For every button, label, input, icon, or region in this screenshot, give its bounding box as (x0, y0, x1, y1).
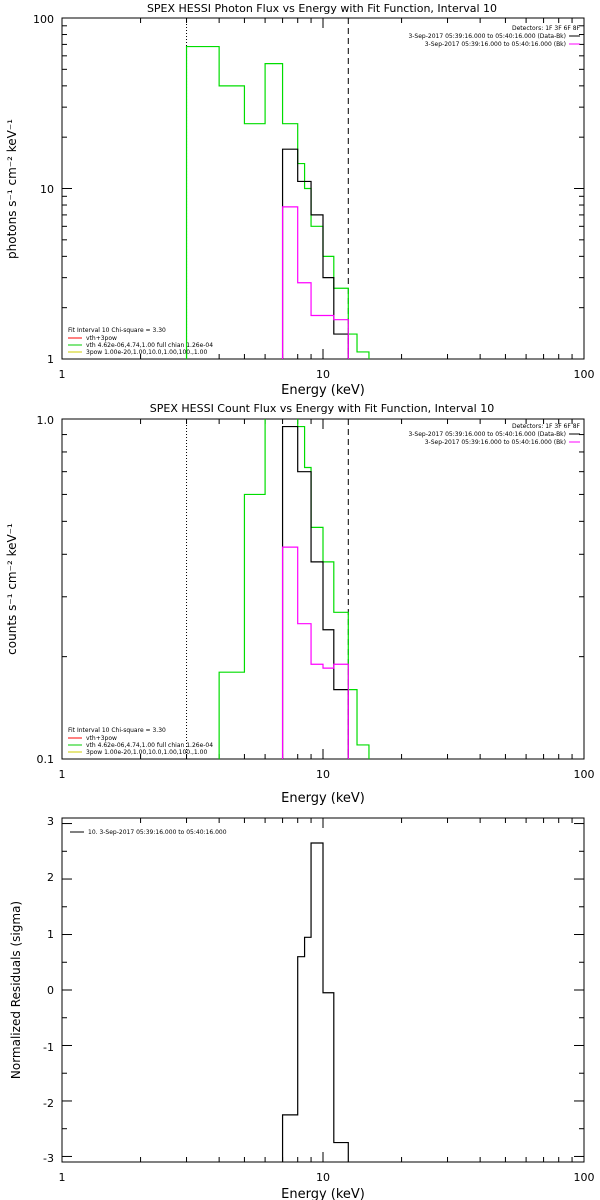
residuals-panel: 1 10 100 -3 -2 -1 0 1 2 3 Energy (keV) N… (9, 815, 595, 1200)
photon-flux-fit-chisq: Fit Interval 10 Chi-square = 3.30 (68, 327, 166, 334)
count-flux-fit-vth-label: vth 4.62e-06,4.74,1.00 full chian 1.26e-… (86, 742, 213, 749)
count-flux-fit-chisq: Fit Interval 10 Chi-square = 3.30 (68, 727, 166, 734)
series-10-3-sep-2017-05-39-16-000-to-05-40-16-0 (281, 842, 349, 1162)
residuals-x-tick-label-1: 1 (59, 1171, 66, 1184)
count-flux-panel: SPEX HESSI Count Flux vs Energy with Fit… (5, 402, 595, 806)
photon-flux-fit-vth-label: vth 4.62e-06,4.74,1.00 full chian 1.26e-… (86, 342, 213, 349)
photon-flux-x-axis-label: Energy (keV) (281, 383, 365, 398)
series-vth-4-62e-06-4-74-1-00-full-chian-1-26e- (218, 419, 370, 759)
photon-flux-legend-bk-label: 3-Sep-2017 05:39:16.000 to 05:40:16.000 … (425, 41, 566, 48)
series-3-sep-2017-05-39-16-000-to-05-40-16-000- (281, 148, 349, 359)
count-flux-x-tick-label-10: 10 (316, 768, 330, 781)
count-flux-y-ticks (62, 418, 584, 760)
residuals-y-tick-label-neg2: -2 (43, 1097, 54, 1110)
photon-flux-x-tick-label-100: 100 (574, 368, 595, 381)
count-flux-fit-vth3pow-label: vth+3pow (86, 735, 117, 742)
photon-flux-y-tick-label-1: 1 (47, 353, 54, 366)
photon-flux-legend-detectors: Detectors: 1F 3F 6F 8F (512, 25, 581, 32)
residuals-series (281, 842, 349, 1162)
residuals-legend-label: 10. 3-Sep-2017 05:39:16.000 to 05:40:16.… (88, 829, 227, 836)
residuals-y-tick-label-3: 3 (47, 815, 54, 828)
photon-flux-panel: SPEX HESSI Photon Flux vs Energy with Fi… (5, 2, 595, 398)
residuals-y-tick-label-1: 1 (47, 928, 54, 941)
count-flux-x-tick-label-100: 100 (574, 768, 595, 781)
residuals-x-tick-label-100: 100 (574, 1171, 595, 1184)
count-flux-legend-detectors: Detectors: 1F 3F 6F 8F (512, 423, 581, 430)
residuals-x-tick-label-10: 10 (316, 1171, 330, 1184)
series-vth-4-62e-06-4-74-1-00-full-chian-1-26e- (185, 45, 370, 359)
residuals-x-axis-label: Energy (keV) (281, 1187, 365, 1200)
residuals-y-axis-label: Normalized Residuals (sigma) (9, 901, 23, 1079)
photon-flux-y-axis-label: photons s⁻¹ cm⁻² keV⁻¹ (5, 119, 19, 259)
residuals-y-tick-label-neg3: -3 (43, 1152, 54, 1165)
series-3-sep-2017-05-39-16-000-to-05-40-16-000- (281, 206, 349, 359)
photon-flux-fit-3pow-label: 3pow 1.00e-20,1.00,10.0,1.00,100.,1.00 (86, 349, 207, 356)
photon-flux-x-tick-label-1: 1 (59, 368, 66, 381)
series-3-sep-2017-05-39-16-000-to-05-40-16-000- (281, 425, 349, 759)
count-flux-x-tick-label-1: 1 (59, 768, 66, 781)
count-flux-legend: Detectors: 1F 3F 6F 8F 3-Sep-2017 05:39:… (408, 423, 580, 446)
photon-flux-legend-data-label: 3-Sep-2017 05:39:16.000 to 05:40:16.000 … (408, 33, 566, 40)
count-flux-fit-info: Fit Interval 10 Chi-square = 3.30 vth+3p… (68, 727, 213, 756)
photon-flux-series (185, 45, 370, 359)
photon-flux-y-tick-label-100: 100 (33, 13, 54, 26)
photon-flux-title: SPEX HESSI Photon Flux vs Energy with Fi… (147, 2, 497, 15)
count-flux-legend-data-label: 3-Sep-2017 05:39:16.000 to 05:40:16.000 … (408, 431, 566, 438)
photon-flux-x-tick-label-10: 10 (316, 368, 330, 381)
photon-flux-x-ticks (140, 18, 573, 359)
count-flux-y-tick-label-0-1: 0.1 (37, 753, 55, 766)
count-flux-energy-range-markers (186, 419, 349, 759)
residuals-y-tick-label-neg1: -1 (43, 1041, 54, 1054)
photon-flux-fit-vth3pow-label: vth+3pow (86, 335, 117, 342)
residuals-y-ticks (62, 823, 584, 1157)
count-flux-x-ticks (140, 419, 573, 759)
count-flux-legend-bk-label: 3-Sep-2017 05:39:16.000 to 05:40:16.000 … (425, 439, 566, 446)
photon-flux-plot-frame (61, 17, 585, 360)
photon-flux-y-ticks (62, 17, 584, 360)
count-flux-x-axis-label: Energy (keV) (281, 791, 365, 806)
series-3-sep-2017-05-39-16-000-to-05-40-16-000- (281, 546, 349, 759)
residuals-y-tick-label-2: 2 (47, 871, 54, 884)
photon-flux-legend: Detectors: 1F 3F 6F 8F 3-Sep-2017 05:39:… (408, 25, 580, 48)
residuals-x-ticks (140, 818, 573, 1162)
photon-flux-fit-info: Fit Interval 10 Chi-square = 3.30 vth+3p… (68, 327, 213, 356)
count-flux-fit-3pow-label: 3pow 1.00e-20,1.00,10.0,1.00,100.,1.00 (86, 749, 207, 756)
count-flux-y-axis-label: counts s⁻¹ cm⁻² keV⁻¹ (5, 523, 19, 655)
photon-flux-y-tick-label-10: 10 (40, 183, 54, 196)
photon-flux-energy-range-markers (186, 18, 349, 359)
residuals-legend: 10. 3-Sep-2017 05:39:16.000 to 05:40:16.… (70, 829, 227, 836)
count-flux-title: SPEX HESSI Count Flux vs Energy with Fit… (150, 402, 494, 415)
residuals-y-tick-label-0: 0 (47, 984, 54, 997)
count-flux-series (218, 419, 370, 759)
count-flux-y-tick-label-1-0: 1.0 (37, 414, 55, 427)
